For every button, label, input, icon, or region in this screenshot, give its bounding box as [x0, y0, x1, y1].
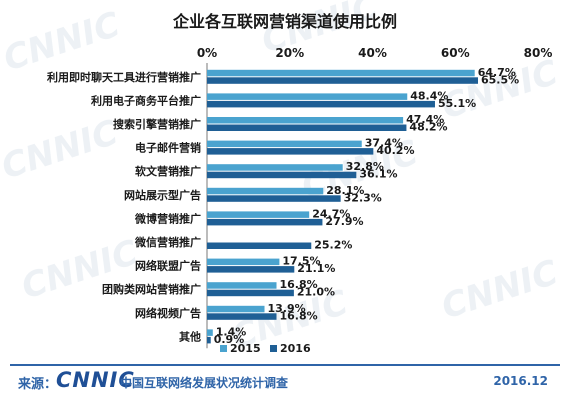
bar-2015: [207, 329, 213, 336]
data-label-2016: 21.0%: [297, 286, 335, 299]
bar-2015: [207, 187, 324, 195]
x-tick-label: 0%: [197, 46, 217, 60]
data-label-2016: 36.1%: [359, 168, 397, 181]
report-date: 2016.12: [493, 374, 548, 388]
cnnic-logo: CNNIC: [56, 368, 135, 392]
category-label: 微博营销推广: [134, 211, 201, 225]
legend-swatch-2015: [220, 345, 227, 352]
category-label: 网络视频广告: [135, 306, 201, 320]
data-label-2016: 0.9%: [214, 333, 245, 346]
bar-2015: [207, 258, 280, 266]
data-label-2015: 47.4%: [406, 113, 444, 126]
category-label: 电子邮件营销: [135, 141, 201, 155]
bar-2015: [207, 305, 265, 313]
category-label: 利用电子商务平台推广: [91, 93, 201, 107]
legend-swatch-2016: [270, 345, 277, 352]
data-label-2015: 48.4%: [410, 89, 448, 102]
data-label-2016: 25.2%: [314, 239, 352, 252]
bar-2015: [207, 93, 408, 100]
source-name: 中国互联网络发展状况统计调查: [120, 376, 289, 390]
data-label-2016: 65.5%: [481, 73, 519, 86]
category-label: 其他: [179, 329, 201, 343]
x-tick-label: 60%: [441, 46, 470, 60]
data-label-2015: 37.4%: [365, 137, 403, 150]
data-label-2016: 48.2%: [409, 121, 447, 134]
bar-2016: [207, 266, 295, 273]
category-label: 软文营销推广: [135, 164, 201, 178]
x-tick-label: 20%: [275, 46, 304, 60]
bar-2016: [207, 124, 407, 131]
data-label-2016: 27.9%: [325, 215, 363, 228]
category-label: 网络联盟广告: [135, 259, 201, 273]
category-label: 团购类网站营销推广: [102, 282, 201, 296]
bar-2016: [207, 313, 277, 320]
data-label-2015: 28.1%: [326, 184, 364, 197]
data-label-2015: 16.8%: [280, 278, 318, 291]
x-tick-label: 80%: [524, 46, 553, 60]
chart-title: 企业各互联网营销渠道使用比例: [172, 12, 397, 31]
data-label-2015: 17.5%: [282, 255, 320, 268]
bar-2016: [207, 77, 479, 84]
bar-2015: [207, 140, 362, 148]
category-label: 利用即时聊天工具进行营销推广: [47, 70, 201, 84]
bar-2016: [207, 100, 435, 108]
bar-2015: [207, 282, 277, 289]
data-label-2015: 24.7%: [312, 207, 350, 220]
data-label-2015: 64.7%: [478, 66, 516, 79]
data-label-2015: 32.8%: [346, 160, 384, 173]
data-label-2016: 40.2%: [376, 144, 414, 157]
bar-2016: [207, 289, 294, 297]
bar-2016: [207, 148, 374, 155]
bar-2016: [207, 171, 357, 179]
footer-divider: [10, 364, 560, 366]
data-label-2015: 13.9%: [268, 302, 306, 315]
bar-2015: [207, 211, 310, 218]
category-label: 网站展示型广告: [124, 188, 201, 202]
category-label: 搜索引擎营销推广: [113, 117, 201, 131]
legend-label-2015: 2015: [230, 342, 261, 355]
category-label: 微信营销推广: [134, 235, 201, 249]
bar-2016: [207, 336, 211, 344]
data-label-2016: 16.8%: [280, 309, 318, 322]
bar-chart: 0% 20% 40% 60% 80% 利用即时聊天工具进行营销推广 64.7%65.5% 利用…: [47, 46, 553, 355]
data-label-2016: 55.1%: [438, 97, 476, 110]
data-label-2016: 32.3%: [344, 191, 382, 204]
bar-2016: [207, 195, 341, 202]
data-label-2015: 1.4%: [216, 325, 247, 338]
bar-2016: [207, 242, 312, 249]
data-label-2016: 21.1%: [297, 262, 335, 275]
bar-2015: [207, 117, 404, 124]
legend-label-2016: 2016: [280, 342, 311, 355]
footer: 来源： CNNIC 中国互联网络发展状况统计调查 2016.12: [0, 364, 570, 401]
bar-2016: [207, 218, 323, 226]
x-tick-label: 40%: [358, 46, 387, 60]
bar-2015: [207, 69, 475, 77]
source-label: 来源：: [18, 377, 58, 392]
bar-2015: [207, 164, 343, 171]
